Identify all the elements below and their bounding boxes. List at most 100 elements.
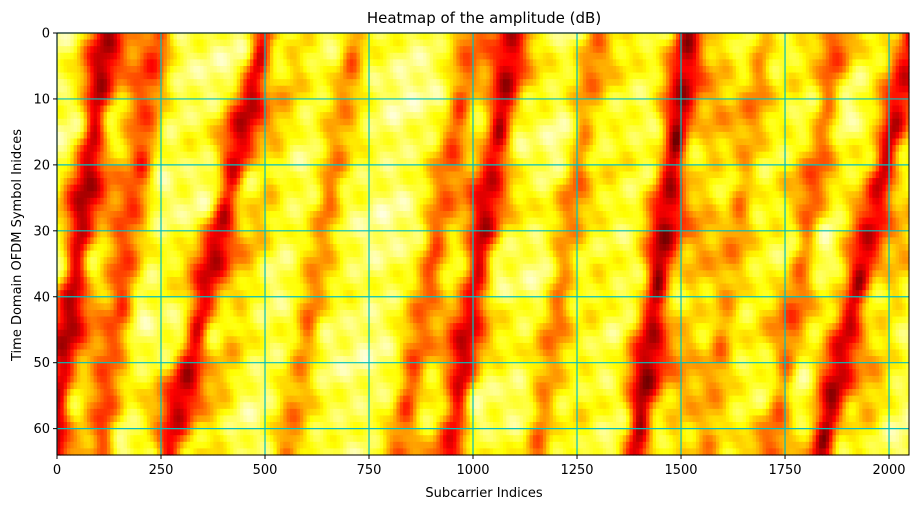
heatmap-cell xyxy=(542,72,547,80)
heatmap-cell xyxy=(383,46,388,54)
heatmap-cell xyxy=(609,33,614,41)
heatmap-cell xyxy=(522,79,527,87)
heatmap-cell xyxy=(110,39,115,47)
heatmap-cell xyxy=(666,59,670,67)
heatmap-cell xyxy=(289,52,294,60)
heatmap-cell xyxy=(559,59,564,67)
heatmap-cell xyxy=(200,65,205,74)
heatmap-cell xyxy=(176,85,181,93)
heatmap-cell xyxy=(303,79,308,87)
heatmap-cell xyxy=(373,39,378,47)
heatmap-cell xyxy=(852,65,857,74)
heatmap-cell xyxy=(323,46,328,54)
heatmap-cell xyxy=(702,39,707,47)
heatmap-cell xyxy=(409,52,414,60)
heatmap-cell xyxy=(499,79,504,87)
heatmap-cell xyxy=(200,72,205,80)
heatmap-cell xyxy=(592,59,597,67)
heatmap-cell xyxy=(439,65,444,74)
heatmap-cell xyxy=(742,39,747,47)
heatmap-cell xyxy=(825,33,830,41)
heatmap-cell xyxy=(895,59,900,67)
heatmap-cell xyxy=(712,59,717,67)
heatmap-cell xyxy=(193,79,198,87)
heatmap-cell xyxy=(57,59,61,67)
heatmap-cell xyxy=(156,52,161,60)
heatmap-cell xyxy=(83,33,88,41)
heatmap-cell xyxy=(632,65,637,74)
heatmap-cell xyxy=(596,59,601,67)
heatmap-cell xyxy=(459,85,464,93)
heatmap-cell xyxy=(889,59,893,67)
heatmap-cell xyxy=(762,52,767,60)
heatmap-cell xyxy=(815,79,820,87)
heatmap-cell xyxy=(299,79,304,87)
heatmap-cell xyxy=(735,52,740,60)
heatmap-cell xyxy=(785,59,790,67)
heatmap-cell xyxy=(469,79,474,87)
heatmap-cell xyxy=(306,39,311,47)
heatmap-cell xyxy=(562,33,567,41)
heatmap-cell xyxy=(709,52,714,60)
heatmap-cell xyxy=(799,33,804,41)
heatmap-cell xyxy=(865,33,870,41)
heatmap-cell xyxy=(795,72,800,80)
heatmap-cell xyxy=(669,65,674,74)
heatmap-cell xyxy=(200,79,205,87)
heatmap-cell xyxy=(473,72,477,80)
heatmap-cell xyxy=(446,79,451,87)
heatmap-cell xyxy=(459,39,464,47)
heatmap-cell xyxy=(479,52,484,60)
heatmap-cell xyxy=(309,59,314,67)
heatmap-cell xyxy=(276,46,281,54)
heatmap-cell xyxy=(130,72,135,80)
heatmap-cell xyxy=(433,46,438,54)
heatmap-cell xyxy=(499,39,504,47)
heatmap-cell xyxy=(656,65,660,74)
heatmap-cell xyxy=(799,72,804,80)
heatmap-cell xyxy=(453,79,457,87)
heatmap-cell xyxy=(446,72,451,80)
heatmap-cell xyxy=(582,46,587,54)
heatmap-cell xyxy=(596,52,601,60)
heatmap-cell xyxy=(516,79,521,87)
heatmap-cell xyxy=(579,33,584,41)
heatmap-cell xyxy=(602,52,607,60)
heatmap-cell xyxy=(476,39,481,47)
heatmap-cell xyxy=(386,85,391,93)
heatmap-cell xyxy=(569,52,574,60)
heatmap-cell xyxy=(659,72,664,80)
heatmap-cell xyxy=(313,72,318,80)
heatmap-cell xyxy=(885,65,890,74)
heatmap-cell xyxy=(349,72,354,80)
heatmap-cell xyxy=(486,72,491,80)
heatmap-cell xyxy=(133,59,138,67)
heatmap-cell xyxy=(303,46,308,54)
heatmap-cell xyxy=(819,79,824,87)
heatmap-cell xyxy=(483,79,487,87)
heatmap-cell xyxy=(622,65,627,74)
heatmap-cell xyxy=(256,33,261,41)
heatmap-cell xyxy=(100,46,105,54)
heatmap-cell xyxy=(502,85,507,93)
heatmap-cell xyxy=(393,39,398,47)
heatmap-cell xyxy=(572,59,577,67)
heatmap-cell xyxy=(286,46,291,54)
heatmap-cell xyxy=(373,59,378,67)
heatmap-cell xyxy=(536,79,541,87)
heatmap-cell xyxy=(566,52,571,60)
heatmap-cell xyxy=(456,65,461,74)
heatmap-cell xyxy=(552,33,557,41)
heatmap-cell xyxy=(226,79,231,87)
heatmap-cell xyxy=(170,52,175,60)
heatmap-cell xyxy=(769,59,774,67)
heatmap-cell xyxy=(629,65,634,74)
heatmap-cell xyxy=(116,33,121,41)
heatmap-cell xyxy=(466,65,471,74)
heatmap-cell xyxy=(882,52,887,60)
heatmap-cell xyxy=(399,46,404,54)
heatmap-cell xyxy=(872,52,877,60)
heatmap-cell xyxy=(57,79,61,87)
heatmap-cell xyxy=(779,65,784,74)
heatmap-cell xyxy=(446,52,451,60)
